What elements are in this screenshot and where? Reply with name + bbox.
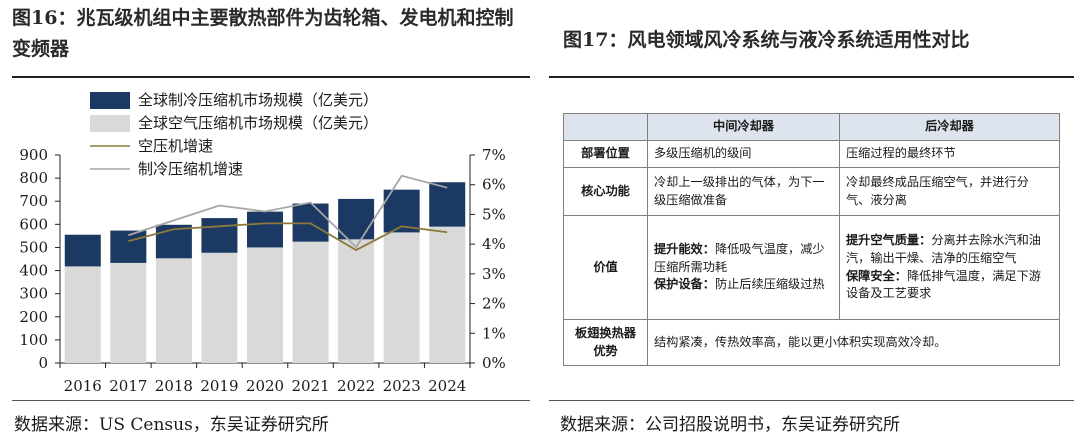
- cooler-comparison-table: 中间冷却器 后冷却器 部署位置 多级压缩机的级间 压缩过程的最终环节 核心功能 …: [563, 113, 1060, 366]
- table-cell: 提升空气质量：分离并去除水汽和油汽，输出干燥、洁净的压缩空气 保障安全：降低排气…: [839, 215, 1060, 320]
- figure16-source: 数据来源：US Census，东吴证券研究所: [14, 415, 329, 435]
- chart-lines: [128, 174, 448, 252]
- line-air-compressor-growth: [128, 222, 448, 252]
- bar-refrigeration-compressor: [429, 182, 466, 227]
- value-title: 提升能效：: [654, 241, 715, 256]
- bar-air-compressor: [110, 262, 147, 363]
- value-title: 提升空气质量：: [846, 233, 932, 248]
- figure17-bottom-rule: [549, 400, 1074, 401]
- bar-air-compressor: [155, 258, 192, 363]
- legend-swatch: [90, 92, 130, 109]
- bar-refrigeration-compressor: [64, 234, 101, 267]
- bar-refrigeration-compressor: [383, 189, 420, 233]
- x-tick-label: 2018: [155, 377, 193, 395]
- bar-refrigeration-compressor: [155, 224, 192, 259]
- bar-air-compressor: [201, 252, 238, 363]
- y-tick-label-left: 800: [19, 169, 48, 187]
- bar-air-compressor: [429, 226, 466, 363]
- y-tick-label-left: 100: [19, 331, 48, 349]
- figure17-top-rule: [549, 76, 1074, 78]
- bar-air-compressor: [64, 266, 101, 363]
- legend-label: 制冷压缩机增速: [138, 160, 243, 178]
- y-tick-label-right: 0%: [482, 354, 506, 372]
- table-cell: 提升能效：降低吸气温度，减少压缩所需功耗 保护设备：防止后续压缩级过热: [647, 215, 840, 320]
- bar-refrigeration-compressor: [338, 198, 375, 240]
- header-aftercooler: 后冷却器: [839, 113, 1060, 141]
- y-tick-label-right: 4%: [482, 235, 506, 253]
- bar-air-compressor: [292, 241, 329, 363]
- y-tick-label-right: 5%: [482, 205, 506, 223]
- y-tick-label-left: 300: [19, 285, 48, 303]
- table-row: 部署位置 多级压缩机的级间 压缩过程的最终环节: [563, 140, 1060, 168]
- x-tick-label: 2016: [64, 377, 102, 395]
- table-row: 核心功能 冷却上一级排出的气体，为下一级压缩做准备 冷却最终成品压缩空气，并进行…: [563, 167, 1060, 216]
- bar-air-compressor: [383, 232, 420, 363]
- y-tick-label-right: 1%: [482, 324, 506, 342]
- legend-swatch: [90, 115, 130, 132]
- y-tick-label-left: 500: [19, 238, 48, 256]
- table-cell: 冷却最终成品压缩空气，并进行分气、液分离: [839, 167, 1060, 216]
- x-tick-label: 2022: [337, 377, 375, 395]
- row-label: 板翅换热器优势: [563, 319, 648, 366]
- y-tick-label-left: 700: [19, 192, 48, 210]
- x-tick-label: 2023: [383, 377, 421, 395]
- table-cell: 压缩过程的最终环节: [839, 140, 1060, 168]
- y-tick-label-left: 400: [19, 262, 48, 280]
- bar-air-compressor: [247, 247, 283, 363]
- compressor-market-chart: 全球制冷压缩机市场规模（亿美元） 全球空气压缩机市场规模（亿美元） 空压机增速制冷压…: [19, 91, 505, 395]
- figure16-bottom-rule: [12, 400, 530, 401]
- value-text: 降低吸气温度，减少压缩所需功耗: [654, 241, 825, 274]
- chart-legend: 全球制冷压缩机市场规模（亿美元） 全球空气压缩机市场规模（亿美元） 空压机增速制冷压…: [90, 91, 378, 178]
- y-tick-label-left: 200: [19, 308, 48, 326]
- bar-air-compressor: [338, 239, 375, 363]
- row-label: 核心功能: [563, 167, 648, 216]
- header-intercooler: 中间冷却器: [647, 113, 840, 141]
- row-label: 部署位置: [563, 140, 648, 168]
- table-cell: 多级压缩机的级间: [647, 140, 840, 168]
- x-tick-label: 2024: [428, 377, 466, 395]
- chart-bars: [64, 182, 466, 363]
- value-text: 分离并去除水汽和油汽，输出干燥、洁净的压缩空气: [846, 233, 1041, 265]
- value-title: 保护设备：: [654, 277, 715, 292]
- x-tick-label: 2019: [200, 377, 238, 395]
- value-text: 防止后续压缩级过热: [714, 277, 825, 292]
- y-tick-label-right: 7%: [482, 146, 506, 164]
- bar-refrigeration-compressor: [247, 211, 283, 248]
- value-text: 降低排气温度，满足下游设备及工艺要求: [846, 268, 1041, 301]
- line-refrigeration-compressor-growth: [128, 174, 448, 249]
- table-cell-merged: 结构紧凑，传热效率高，能以更小体积实现高效冷却。: [647, 319, 1060, 366]
- figure16-title: 图16：兆瓦级机组中主要散热部件为齿轮箱、发电机和控制变频器: [12, 7, 514, 60]
- y-tick-label-right: 6%: [482, 176, 506, 194]
- bar-refrigeration-compressor: [110, 230, 147, 263]
- figure16-top-rule: [12, 76, 530, 78]
- figure17-title: 图17：风电领域风冷系统与液冷系统适用性对比: [563, 29, 970, 51]
- y-tick-label-left: 900: [19, 146, 48, 164]
- x-tick-label: 2021: [291, 377, 329, 395]
- x-tick-label: 2017: [109, 377, 147, 395]
- y-tick-label-right: 2%: [482, 295, 506, 313]
- bar-refrigeration-compressor: [201, 218, 238, 253]
- value-title: 保障安全：: [846, 268, 907, 283]
- table-cell: 冷却上一级排出的气体，为下一级压缩做准备: [647, 167, 840, 216]
- comparison-table-wrapper: 中间冷却器 后冷却器 部署位置 多级压缩机的级间 压缩过程的最终环节 核心功能 …: [563, 113, 1060, 366]
- table-row: 板翅换热器优势 结构紧凑，传热效率高，能以更小体积实现高效冷却。: [563, 319, 1060, 366]
- chart-axes: 0 100 200 300 400 500 600 700 800 900 0% 1% 2% 3% 4% 5%…: [19, 146, 505, 395]
- header-empty: [563, 113, 648, 141]
- legend-label: 全球空气压缩机市场规模（亿美元）: [138, 114, 378, 132]
- x-tick-label: 2020: [246, 377, 284, 395]
- table-row: 价值 提升能效：降低吸气温度，减少压缩所需功耗 保护设备：防止后续压缩级过热 提…: [563, 215, 1060, 320]
- legend-label: 全球制冷压缩机市场规模（亿美元）: [138, 91, 378, 109]
- figure17-source: 数据来源：公司招股说明书，东吴证券研究所: [560, 415, 900, 435]
- legend-label: 空压机增速: [138, 137, 213, 155]
- row-label: 价值: [563, 215, 648, 320]
- table-header-row: 中间冷却器 后冷却器: [563, 113, 1060, 141]
- y-tick-label-left: 0: [38, 354, 48, 372]
- y-tick-label-left: 600: [19, 215, 48, 233]
- y-tick-label-right: 3%: [482, 265, 506, 283]
